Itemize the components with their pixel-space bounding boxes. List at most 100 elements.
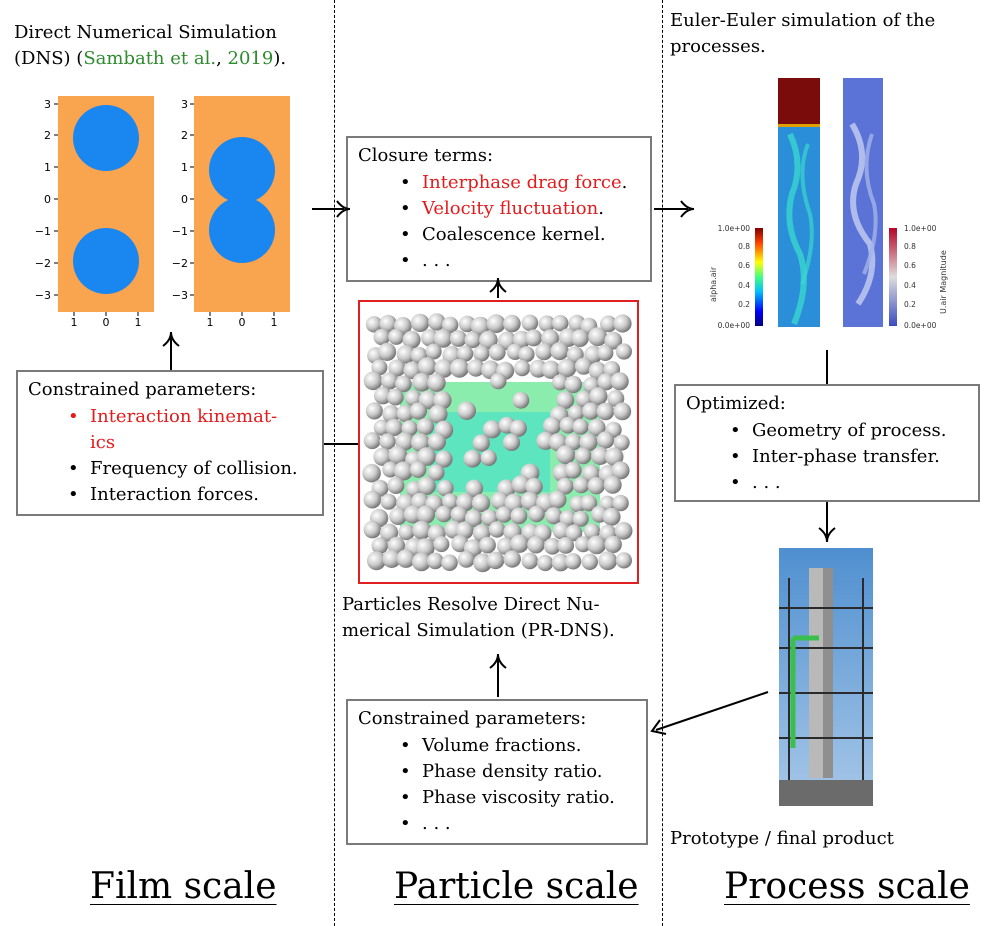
particle-sphere bbox=[417, 476, 436, 496]
particle-sphere bbox=[380, 493, 397, 510]
list-item-volume-fractions: Volume fractions. bbox=[400, 733, 636, 759]
particle-sphere bbox=[373, 447, 392, 466]
particle-sphere bbox=[363, 371, 383, 391]
particle-sphere bbox=[457, 345, 474, 362]
particle-sphere bbox=[582, 402, 600, 420]
arrow-head bbox=[489, 653, 507, 669]
citation-author-link[interactable]: Sambath et al. bbox=[83, 48, 217, 69]
particle-sphere bbox=[495, 506, 513, 523]
particle-sphere bbox=[588, 418, 606, 437]
particle-sphere bbox=[607, 390, 625, 407]
closure-terms-heading: Closure terms: bbox=[358, 145, 494, 166]
particle-sphere bbox=[435, 505, 453, 523]
particle-sphere bbox=[596, 431, 615, 449]
particle-sphere bbox=[614, 521, 633, 540]
particle-sphere bbox=[572, 510, 589, 527]
particle-sphere bbox=[457, 401, 476, 420]
optimized-box: Optimized: Geometry of process. Inter-ph… bbox=[674, 384, 980, 502]
particle-sphere bbox=[470, 316, 490, 336]
particle-sphere bbox=[409, 461, 427, 478]
particle-sphere bbox=[503, 314, 521, 333]
particle-sphere bbox=[416, 505, 435, 524]
particle-sphere bbox=[575, 536, 592, 553]
particle-sphere bbox=[385, 418, 403, 437]
particle-sphere bbox=[435, 450, 453, 468]
dns-bubble-upper bbox=[209, 137, 275, 203]
particle-sphere bbox=[615, 552, 632, 569]
particle-sphere bbox=[374, 386, 392, 405]
velocity-colorbar-tick: 0.4 bbox=[904, 281, 916, 290]
velocity-colorbar bbox=[889, 228, 897, 326]
particle-sphere bbox=[473, 345, 490, 362]
plot2-ytick: 1 bbox=[181, 161, 188, 174]
arrow-head bbox=[650, 719, 667, 735]
prototype-caption: Prototype / final product bbox=[670, 828, 894, 849]
particle-sphere bbox=[603, 475, 622, 494]
plot2-ytick: −2 bbox=[172, 257, 188, 270]
arrow-prototype-to-constraints bbox=[655, 691, 769, 731]
closure-terms-box: Closure terms: Interphase drag force. Ve… bbox=[346, 136, 652, 282]
particle-sphere bbox=[518, 346, 535, 363]
particle-sphere bbox=[417, 357, 437, 376]
particle-sphere bbox=[589, 387, 608, 406]
optimized-heading: Optimized: bbox=[686, 393, 786, 414]
particle-sphere bbox=[471, 493, 491, 513]
particle-sphere bbox=[464, 331, 481, 349]
particle-sphere bbox=[404, 389, 422, 407]
particle-sphere bbox=[410, 313, 430, 333]
particle-sphere bbox=[371, 537, 389, 554]
plot1-ytick: −2 bbox=[35, 257, 51, 270]
list-item-frequency-collision: Frequency of collision. bbox=[68, 456, 312, 482]
particle-sphere bbox=[373, 419, 390, 436]
particle-sphere bbox=[544, 537, 561, 555]
particle-sphere bbox=[425, 343, 442, 360]
particle-sphere bbox=[490, 491, 509, 510]
dns-plot-initial: 3 2 1 0 −1 −2 −3 1 0 1 bbox=[35, 96, 154, 328]
alpha-colorbar-tick: 0.4 bbox=[738, 281, 750, 290]
particle-sphere bbox=[387, 388, 404, 406]
film-caption: Direct Numerical Simulation (DNS) (Samba… bbox=[14, 22, 287, 69]
particle-sphere bbox=[412, 552, 431, 572]
particle-sphere bbox=[412, 520, 432, 540]
particle-sphere bbox=[463, 449, 482, 468]
particle-sphere bbox=[486, 314, 506, 334]
particle-sphere bbox=[551, 553, 570, 572]
plot2-xtick: 1 bbox=[271, 316, 278, 328]
particle-sphere bbox=[455, 521, 474, 540]
particle-sphere bbox=[449, 330, 467, 347]
particle-sphere bbox=[525, 329, 543, 347]
citation-year-link[interactable]: 2019 bbox=[227, 48, 274, 69]
arrow-head bbox=[818, 527, 836, 543]
alpha-colorbar bbox=[755, 228, 763, 326]
particle-sphere bbox=[433, 536, 450, 553]
alpha-column-air bbox=[778, 78, 820, 124]
particle-sphere bbox=[512, 391, 530, 409]
particle-sphere bbox=[537, 554, 554, 572]
particle-sphere bbox=[604, 331, 623, 350]
euler-euler-simulation-image: 1.0e+00 0.8 0.6 0.4 0.2 0.0e+00 1.0e+00 … bbox=[709, 78, 948, 330]
photo-ground bbox=[779, 780, 873, 806]
alpha-colorbar-tick: 0.8 bbox=[738, 242, 750, 251]
alpha-plume bbox=[786, 132, 807, 326]
plot1-xtick: 1 bbox=[135, 316, 142, 328]
particle-sphere bbox=[602, 507, 621, 526]
list-item-interaction-forces: Interaction forces. bbox=[68, 482, 312, 508]
list-item-interaction-kinematics: Interaction kinemat-ics bbox=[68, 404, 312, 456]
scale-title-process: Process scale bbox=[724, 866, 970, 907]
alpha-colorbar-tick: 0.0e+00 bbox=[718, 321, 751, 330]
particle-sphere bbox=[604, 447, 624, 466]
particle-sphere bbox=[393, 461, 413, 481]
particle-sphere bbox=[450, 506, 468, 523]
particle-sphere bbox=[428, 313, 446, 331]
particle-sphere bbox=[411, 433, 430, 452]
photo-column-shade bbox=[823, 568, 833, 778]
particle-sphere bbox=[412, 372, 432, 392]
particle-sphere bbox=[521, 552, 539, 570]
particle-sphere bbox=[559, 416, 577, 434]
scale-title-particle: Particle scale bbox=[394, 866, 639, 907]
particle-sphere bbox=[379, 433, 396, 450]
velocity-colorbar-label: U.air Magnitude bbox=[939, 250, 948, 314]
particle-sphere bbox=[580, 494, 598, 512]
list-item-drag-force: Interphase drag force. bbox=[400, 170, 640, 196]
process-caption: Euler-Euler simulation of the processes. bbox=[670, 10, 936, 57]
